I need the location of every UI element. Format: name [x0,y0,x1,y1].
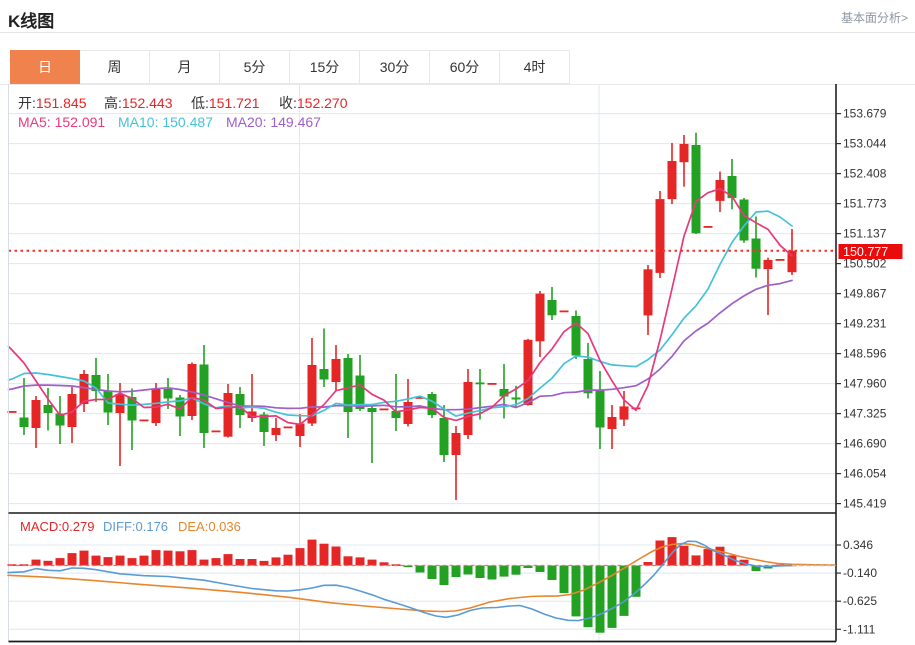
svg-text:146.054: 146.054 [843,467,887,481]
svg-text:152.408: 152.408 [843,167,887,181]
svg-text:收:152.270: 收:152.270 [279,95,348,111]
svg-text:148.596: 148.596 [843,347,887,361]
svg-text:149.867: 149.867 [843,287,887,301]
svg-text:MACD:0.279: MACD:0.279 [20,519,94,534]
svg-text:145.419: 145.419 [843,497,887,511]
svg-text:153.679: 153.679 [843,107,887,121]
svg-text:146.690: 146.690 [843,437,887,451]
svg-text:-1.111: -1.111 [843,622,876,636]
svg-text:153.044: 153.044 [843,137,887,151]
svg-text:MA20: 149.467: MA20: 149.467 [226,114,321,130]
svg-text:151.773: 151.773 [843,197,887,211]
svg-text:151.137: 151.137 [843,227,887,241]
svg-text:0.346: 0.346 [843,538,873,552]
svg-text:DIFF:0.176: DIFF:0.176 [103,519,168,534]
svg-text:MA5: 152.091: MA5: 152.091 [18,114,105,130]
svg-text:-0.625: -0.625 [843,594,877,608]
svg-text:150.777: 150.777 [843,245,888,259]
svg-text:高:152.443: 高:152.443 [104,95,173,111]
svg-text:149.231: 149.231 [843,317,887,331]
svg-text:150.502: 150.502 [843,257,887,271]
svg-text:低:151.721: 低:151.721 [191,95,260,111]
svg-text:MA10: 150.487: MA10: 150.487 [118,114,213,130]
svg-text:147.960: 147.960 [843,377,887,391]
svg-text:147.325: 147.325 [843,407,887,421]
svg-text:-0.140: -0.140 [843,566,877,580]
svg-text:DEA:0.036: DEA:0.036 [178,519,241,534]
svg-text:开:151.845: 开:151.845 [18,95,87,111]
